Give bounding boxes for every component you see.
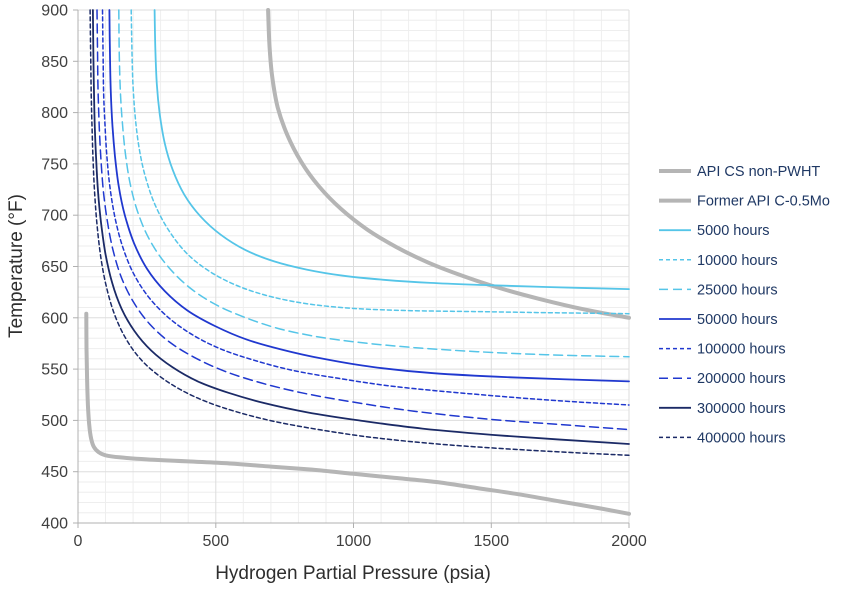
- y-tick-label: 600: [41, 310, 68, 327]
- x-tick-label: 1500: [474, 533, 510, 550]
- y-axis-title: Temperature (°F): [6, 194, 27, 338]
- y-tick-label: 500: [41, 413, 68, 430]
- legend-label: 200000 hours: [697, 371, 786, 387]
- legend-label: 25000 hours: [697, 282, 778, 298]
- 100000-hours-curve: [101, 9, 630, 406]
- x-tick-label: 2000: [611, 533, 647, 550]
- legend-label: 400000 hours: [697, 430, 786, 446]
- 10000-hours-curve: [130, 9, 630, 315]
- y-tick-label: 900: [41, 3, 68, 20]
- 25000-hours-curve: [118, 9, 630, 358]
- axes: [73, 9, 630, 528]
- y-tick-label: 700: [41, 208, 68, 225]
- 400000-hours-curve: [89, 9, 630, 457]
- legend-item-25000-hours: 25000 hours: [659, 282, 778, 298]
- legend-item-api-cs-non-pwht: API CS non-PWHT: [659, 164, 820, 180]
- y-tick-label: 850: [41, 54, 68, 71]
- y-tick-label: 400: [41, 516, 68, 533]
- legend-item-former-api-c-0-5mo: Former API C-0.5Mo: [659, 194, 830, 210]
- y-tick-label: 550: [41, 362, 68, 379]
- legend-item-5000-hours: 5000 hours: [659, 223, 770, 239]
- tick-labels: 0 500 1000 1500 2000 400 450 500 550 600 650 700 750…: [41, 3, 647, 551]
- x-axis-title: Hydrogen Partial Pressure (psia): [215, 563, 491, 584]
- legend-label: Former API C-0.5Mo: [697, 194, 830, 210]
- legend-item-400000-hours: 400000 hours: [659, 430, 786, 446]
- x-tick-label: 500: [202, 533, 229, 550]
- legend-item-100000-hours: 100000 hours: [659, 342, 786, 358]
- 300000-hours-curve: [92, 9, 630, 445]
- x-tick-label: 1000: [336, 533, 372, 550]
- 5000-hours-curve: [153, 9, 630, 290]
- y-tick-label: 450: [41, 464, 68, 481]
- legend-item-10000-hours: 10000 hours: [659, 253, 778, 269]
- legend-label: 100000 hours: [697, 342, 786, 358]
- legend: API CS non-PWHT Former API C-0.5Mo 5000 ho…: [659, 164, 830, 446]
- legend-label: 10000 hours: [697, 253, 778, 269]
- legend-label: 50000 hours: [697, 312, 778, 328]
- x-tick-label: 0: [74, 533, 83, 550]
- y-tick-label: 750: [41, 156, 68, 173]
- 50000-hours-curve: [108, 9, 630, 383]
- legend-label: API CS non-PWHT: [697, 164, 820, 180]
- api-cs-non-pwht-curve: [84, 311, 631, 516]
- 200000-hours-curve: [96, 9, 630, 431]
- legend-label: 300000 hours: [697, 401, 786, 417]
- legend-label: 5000 hours: [697, 223, 770, 239]
- legend-item-50000-hours: 50000 hours: [659, 312, 778, 328]
- former-api-c-0-5mo-curve: [266, 8, 631, 320]
- series-curves: [84, 8, 631, 516]
- y-tick-label: 800: [41, 105, 68, 122]
- legend-item-200000-hours: 200000 hours: [659, 371, 786, 387]
- y-tick-label: 650: [41, 259, 68, 276]
- legend-item-300000-hours: 300000 hours: [659, 401, 786, 417]
